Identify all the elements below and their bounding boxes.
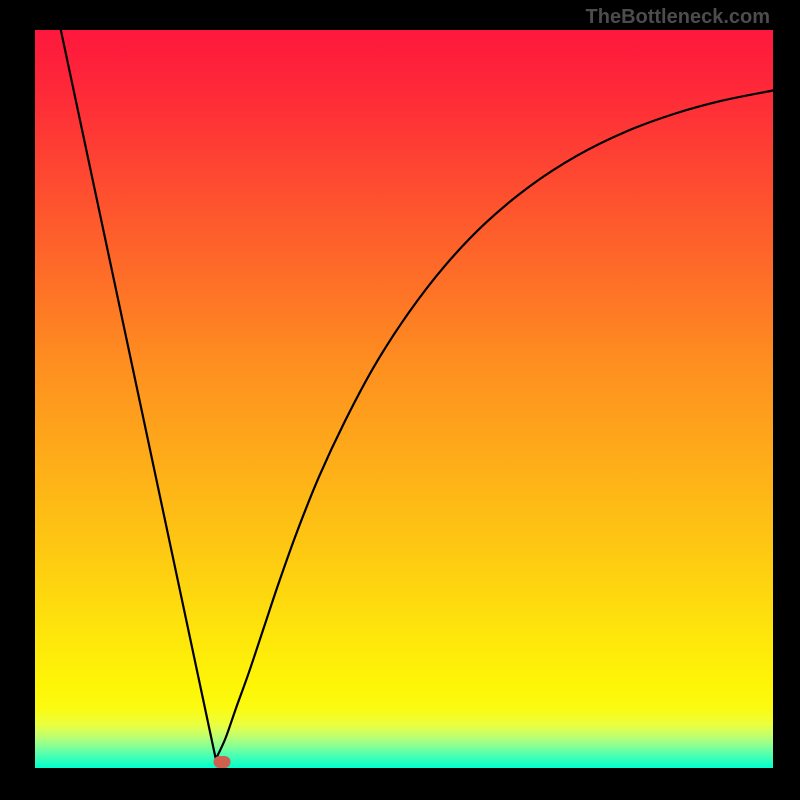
plot-area	[35, 30, 773, 768]
optimum-marker	[214, 756, 231, 768]
chart-container: TheBottleneck.com	[0, 0, 800, 800]
watermark-text: TheBottleneck.com	[586, 6, 770, 29]
curve-layer	[35, 30, 773, 768]
bottleneck-curve	[61, 30, 773, 759]
